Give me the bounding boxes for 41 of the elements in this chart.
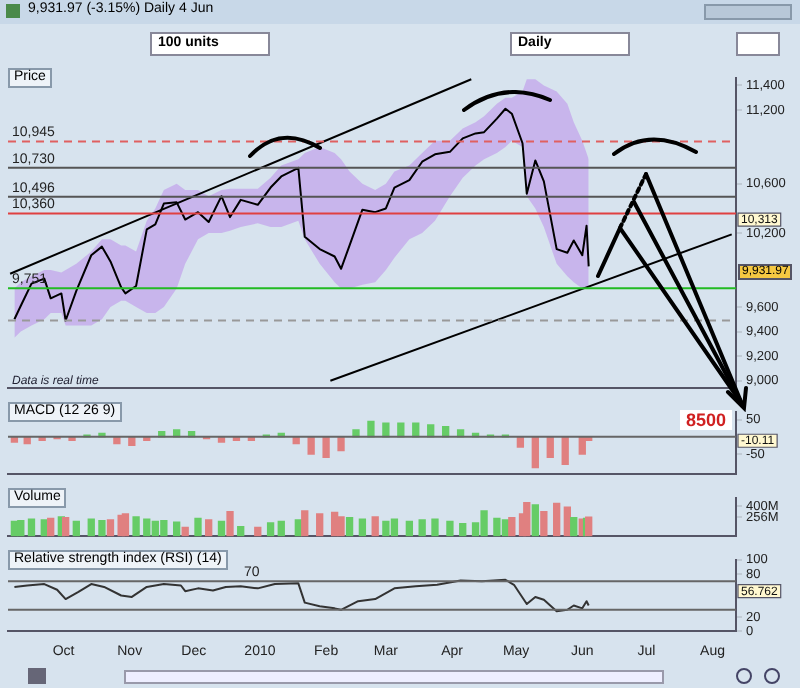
bar <box>27 518 36 537</box>
bar <box>277 520 285 537</box>
bar <box>480 510 488 537</box>
bar <box>72 520 80 537</box>
bar <box>561 436 569 465</box>
bar <box>418 519 426 537</box>
bar <box>382 520 390 537</box>
bar <box>570 516 578 537</box>
bar <box>17 519 25 537</box>
bar <box>194 517 202 537</box>
bar <box>523 502 531 537</box>
bar <box>254 526 262 537</box>
bar <box>540 511 548 537</box>
bar <box>322 436 330 459</box>
bar <box>173 521 181 537</box>
bar <box>121 513 130 537</box>
bar <box>266 522 275 537</box>
bar <box>345 516 354 537</box>
annotation: 8500 <box>680 410 733 430</box>
bar <box>226 511 234 537</box>
bar <box>493 517 501 537</box>
bar <box>181 526 189 537</box>
bar <box>106 519 115 537</box>
bar <box>160 519 168 537</box>
bar <box>446 520 454 537</box>
bar <box>237 525 245 537</box>
bar <box>217 520 226 537</box>
bar <box>405 520 414 537</box>
bar <box>553 502 561 537</box>
bar <box>459 522 467 537</box>
bar <box>337 516 345 537</box>
bar <box>316 513 324 537</box>
bar <box>371 516 379 537</box>
bar <box>531 504 539 537</box>
bar <box>301 510 309 537</box>
bar <box>508 516 516 537</box>
bar <box>431 518 439 537</box>
bar <box>358 518 367 537</box>
bar <box>47 517 55 537</box>
bar <box>205 519 213 537</box>
bar <box>390 518 399 537</box>
